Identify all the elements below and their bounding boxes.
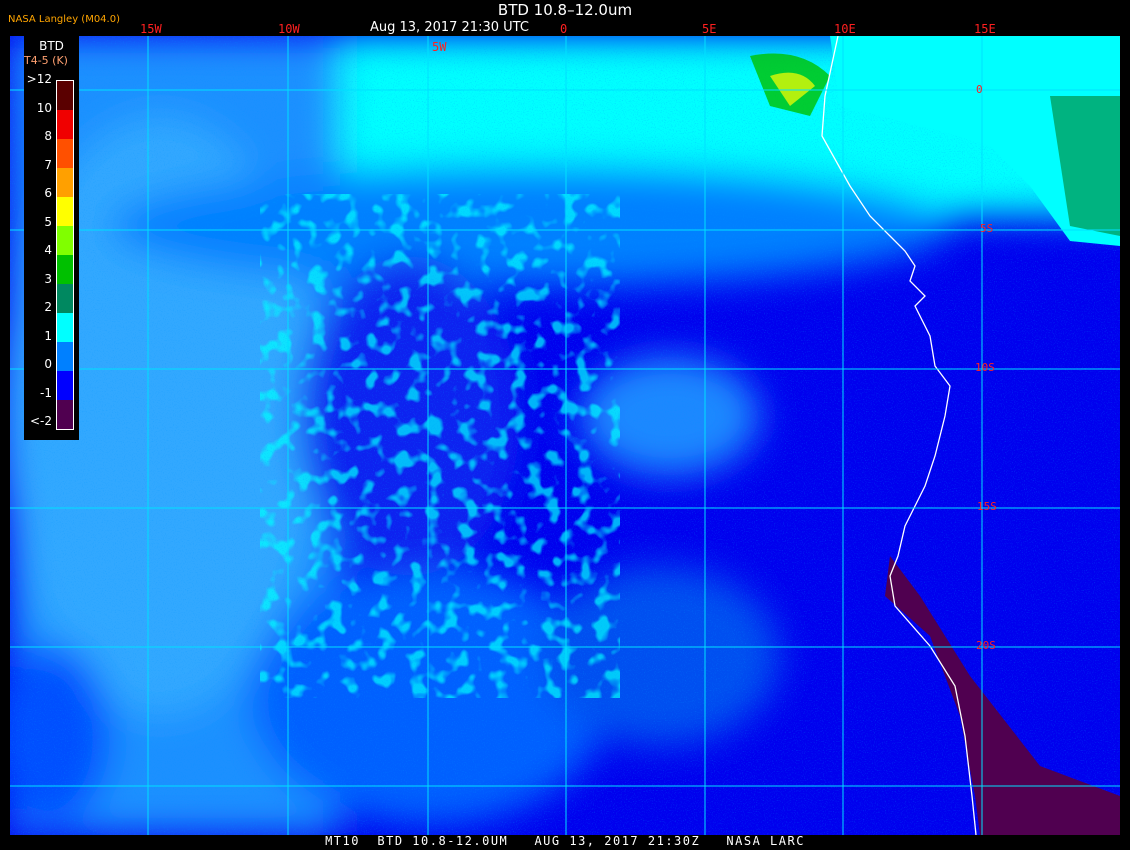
legend-tick: 3	[44, 271, 52, 286]
lon-label-10w: 10W	[278, 22, 300, 36]
legend-tick: 0	[44, 357, 52, 371]
lat-label-5s: 5S	[980, 222, 994, 235]
lon-label-15e: 15E	[974, 22, 996, 36]
legend-title: BTD	[39, 39, 64, 53]
lon-label-10e: 10E	[834, 22, 856, 36]
legend-swatch	[57, 342, 73, 371]
legend-tick: <-2	[29, 414, 52, 428]
land-africa	[750, 36, 1120, 835]
legend-tick: 5	[44, 214, 52, 229]
lat-lon-grid	[10, 36, 1120, 835]
legend-tick: 6	[44, 186, 52, 200]
legend-tick: >12	[26, 72, 52, 86]
lat-label-15s: 15S	[977, 500, 997, 513]
lat-label-10s: 10S	[975, 361, 995, 374]
organization-label: NASA Langley (M04.0)	[8, 14, 120, 25]
lon-label-5w: 5W	[432, 40, 447, 54]
image-datetime: Aug 13, 2017 21:30 UTC	[370, 20, 529, 35]
legend-swatch	[57, 371, 73, 400]
legend-swatch	[57, 110, 73, 139]
legend-swatch	[57, 197, 73, 226]
legend-unit: T4-5 (K)	[24, 54, 68, 67]
lon-label-15w: 15W	[140, 22, 162, 36]
legend-tick: 8	[44, 129, 52, 143]
image-title: BTD 10.8–12.0um	[497, 1, 633, 19]
legend-swatch	[57, 255, 73, 284]
legend-swatch	[57, 139, 73, 168]
lon-label-5e: 5E	[702, 22, 717, 36]
legend-tick: -1	[40, 385, 52, 400]
legend-tick: 2	[44, 300, 52, 314]
lat-label-20s: 20S	[976, 639, 996, 652]
satellite-image	[10, 36, 1120, 835]
legend-swatch	[57, 226, 73, 255]
legend-swatch	[57, 313, 73, 342]
legend-tick: 4	[44, 243, 52, 257]
legend-tick: 7	[44, 157, 52, 172]
footer-caption: MT10 BTD 10.8-12.0UM AUG 13, 2017 21:30Z…	[325, 834, 805, 848]
lon-label-0: 0	[560, 22, 568, 36]
lat-label-0: 0	[976, 83, 983, 96]
legend-swatch	[57, 400, 73, 429]
legend-color-bar	[56, 80, 74, 430]
legend-tick: 10	[36, 100, 52, 115]
coastline	[821, 36, 977, 835]
legend-tick: 1	[44, 328, 52, 343]
color-legend: BTD T4-5 (K) >12 10 8 7 6 5 4 3 2 1 0 -1 <-2	[24, 36, 79, 440]
legend-swatch	[57, 168, 73, 197]
legend-swatch	[57, 284, 73, 313]
legend-swatch	[57, 81, 73, 110]
